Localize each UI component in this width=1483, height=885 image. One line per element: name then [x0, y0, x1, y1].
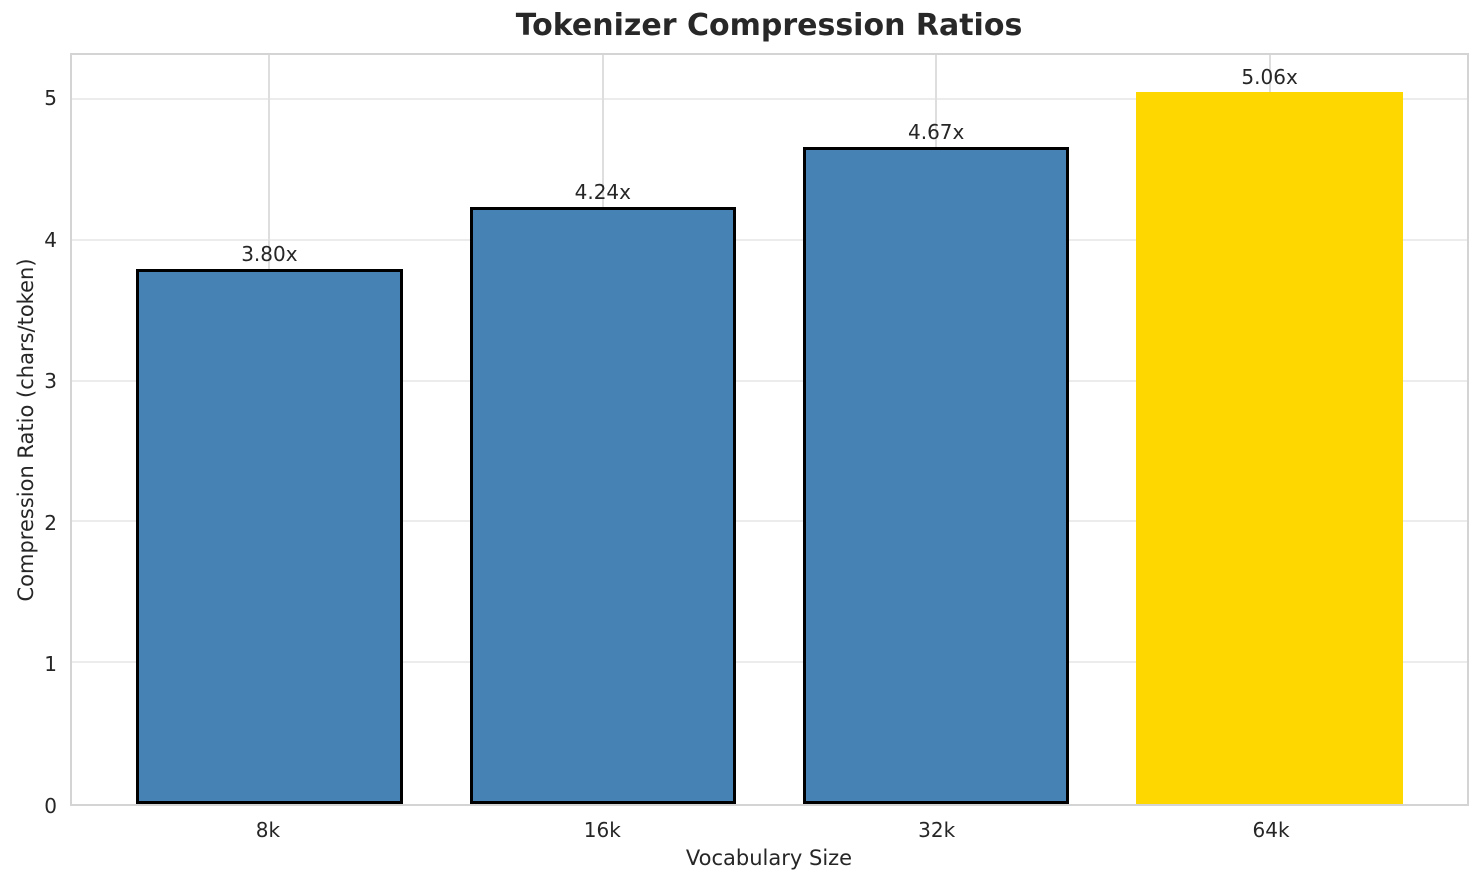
- y-tick-label: 0: [44, 794, 57, 818]
- bar-value-label: 5.06x: [1241, 64, 1298, 89]
- horizontal-gridline: [72, 661, 1467, 664]
- bar: [802, 146, 1070, 804]
- y-axis-label: Compression Ratio (chars/token): [14, 258, 38, 602]
- bar-value-label: 4.24x: [574, 180, 631, 205]
- bar-highlight: [1136, 91, 1403, 804]
- y-tick-label: 1: [44, 652, 57, 677]
- horizontal-gridline: [72, 98, 1467, 101]
- bar-value-label: 3.80x: [241, 242, 298, 266]
- bar: [469, 207, 736, 804]
- x-tick-label: 64k: [1252, 818, 1290, 842]
- bar-value-label: 4.67x: [908, 119, 965, 144]
- plot-area: 3.80x 4.24x 4.67x 5.06x: [70, 53, 1469, 806]
- horizontal-gridline: [72, 379, 1467, 382]
- x-tick-label: 8k: [255, 818, 281, 842]
- x-tick-label: 32k: [918, 818, 956, 842]
- horizontal-gridline: [72, 520, 1467, 523]
- x-tick-label: 16k: [583, 818, 621, 842]
- x-axis-label: Vocabulary Size: [685, 846, 853, 870]
- horizontal-gridline: [72, 238, 1467, 241]
- y-tick-label: 2: [44, 510, 57, 535]
- bar: [136, 269, 403, 804]
- y-tick-label: 4: [44, 227, 57, 252]
- y-tick-label: 3: [44, 369, 57, 394]
- chart-title: Tokenizer Compression Ratios: [515, 8, 1023, 43]
- y-tick-label: 5: [44, 86, 57, 111]
